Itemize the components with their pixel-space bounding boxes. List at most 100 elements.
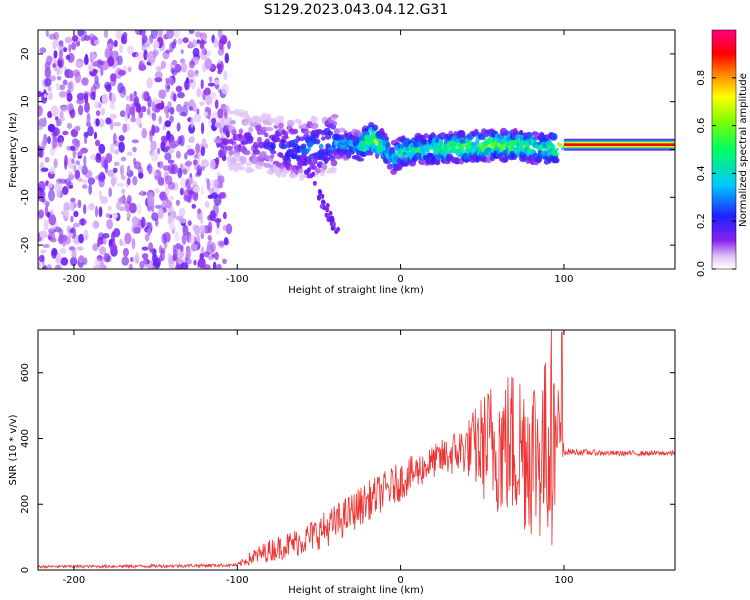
spectrogram-ridge-point — [279, 168, 285, 173]
spectrogram-noise-point — [163, 105, 168, 115]
spectrogram-ridge-point — [384, 136, 389, 142]
snr-x-tick-label: -200 — [63, 575, 86, 586]
spectrogram-ridge-point — [230, 120, 236, 125]
spectrogram-noise-point — [193, 259, 197, 266]
spectrogram-noise-point — [97, 174, 102, 182]
spectrogram-noise-point — [95, 110, 101, 117]
spectrogram-noise-point — [110, 174, 118, 185]
spectrogram-noise-point — [64, 154, 68, 166]
spectrogram-noise-point — [160, 135, 168, 143]
spectrogram-noise-point — [84, 170, 93, 179]
spectrogram-noise-point — [157, 161, 164, 169]
spectrogram-ridge-point — [283, 131, 289, 138]
spectrogram-noise-point — [154, 77, 163, 83]
spectrogram-noise-point — [160, 60, 167, 69]
spectrogram-noise-point — [219, 122, 224, 128]
spectrogram-noise-point — [221, 83, 229, 95]
spectrogram-noise-point — [177, 256, 184, 264]
spectrogram-noise-point — [213, 79, 221, 86]
spectrogram-noise-point — [99, 246, 107, 255]
spectrogram-noise-point — [207, 194, 214, 199]
spectrogram-noise-point — [46, 264, 52, 269]
spectrogram-noise-point — [38, 124, 44, 131]
spectrogram-ridge-point — [329, 167, 337, 174]
spectrogram-noise-point — [52, 39, 59, 48]
spectrogram-noise-point — [199, 39, 205, 50]
spectrogram-trail-point — [304, 169, 308, 175]
spectrogram-noise-point — [71, 42, 77, 51]
colorbar-ticks: 0.0 0.2 0.4 0.6 0.8 — [696, 70, 736, 277]
spectrogram-noise-point — [176, 103, 182, 113]
spectrogram-noise-point — [88, 65, 94, 72]
spectrogram-noise-point — [138, 172, 144, 179]
snr-frame — [37, 329, 676, 571]
spectrogram-ridge-point — [291, 153, 298, 160]
spectrogram-noise-point — [68, 43, 72, 53]
spectrogram-noise-point — [141, 105, 147, 113]
spectrogram-noise-point — [194, 224, 201, 236]
snr-y-ticks: 0 200 400 600 — [20, 363, 675, 573]
spectrogram-noise-point — [157, 30, 163, 38]
spectrogram-noise-point — [202, 90, 206, 101]
spectrogram-noise-point — [223, 211, 227, 220]
spectrogram-noise-point — [172, 93, 177, 102]
spectrogram-noise-point — [207, 241, 211, 250]
spectrogram-noise-point — [106, 218, 113, 230]
spectrogram-noise-point — [103, 236, 107, 246]
spectrogram-noise-point — [190, 77, 197, 90]
spectrogram-noise-point — [211, 117, 217, 125]
spectrogram-tail-band — [563, 143, 675, 147]
spectrogram-noise-point — [196, 39, 200, 44]
spectrogram-noise-point — [47, 91, 53, 101]
spectrogram-noise-point — [131, 216, 139, 226]
spectrogram-noise-point — [224, 52, 229, 64]
spectrogram-noise-point — [120, 175, 126, 180]
snr-x-axis-label: Height of straight line (km) — [288, 585, 424, 596]
spectrogram-noise-point — [39, 47, 47, 54]
spectrogram-noise-point — [151, 124, 156, 136]
spectrogram-noise-point — [218, 149, 224, 158]
spectrogram-noise-point — [117, 55, 123, 66]
spectrogram-noise-point — [98, 232, 105, 241]
spectrogram-noise-point — [173, 38, 177, 46]
spectrogram-noise-point — [115, 30, 122, 40]
spectrogram-noise-point — [83, 155, 87, 167]
spectrogram-noise-point — [210, 242, 216, 253]
spectrogram-ridge-point — [276, 136, 281, 142]
spectrogram-ridge-point — [551, 151, 560, 157]
spectrogram-ridge-point — [344, 148, 350, 154]
spectrogram-noise-point — [78, 255, 85, 264]
spectrogram-noise-point — [201, 122, 205, 135]
spectrogram-noise-point — [95, 139, 101, 147]
spectrogram-trail-point — [311, 171, 315, 177]
spectrogram-ridge-point — [551, 158, 560, 164]
spectrogram-noise-point — [92, 243, 99, 252]
spectrogram-noise-point — [48, 214, 57, 226]
spectrogram-noise-point — [141, 127, 147, 139]
spectrogram-trail-point — [325, 203, 330, 208]
spectrogram-noise-point — [91, 52, 96, 60]
spectrogram-noise-point — [107, 56, 115, 67]
spectrogram-noise-point — [193, 185, 200, 193]
spectrogram-noise-point — [140, 216, 146, 228]
spectrogram-noise-point — [77, 177, 83, 182]
spectrogram-ridge-point — [261, 126, 268, 132]
spectrogram-noise-point — [38, 255, 45, 263]
spectrogram-noise-point — [180, 49, 184, 54]
spectrogram-noise-point — [57, 56, 65, 69]
spectrogram-noise-point — [44, 205, 49, 217]
spectrogram-ridge-point — [240, 156, 247, 165]
spectrogram-noise-point — [158, 89, 167, 99]
spectrogram-noise-point — [47, 182, 53, 189]
spectrogram-ridge-point — [242, 149, 251, 156]
spectrogram-noise-point — [84, 92, 89, 104]
spectrogram-ridge-point — [330, 159, 338, 167]
spectrogram-noise-point — [217, 48, 224, 56]
spectrogram-noise-point — [152, 49, 157, 59]
spectrogram-noise-point — [147, 163, 153, 175]
spectrogram-ridge-point — [299, 173, 305, 182]
spectrogram-noise-point — [91, 68, 99, 74]
spectrogram-noise-point — [214, 99, 219, 109]
spectrogram-noise-point — [192, 47, 200, 58]
spectrogram-noise-point — [93, 100, 99, 109]
